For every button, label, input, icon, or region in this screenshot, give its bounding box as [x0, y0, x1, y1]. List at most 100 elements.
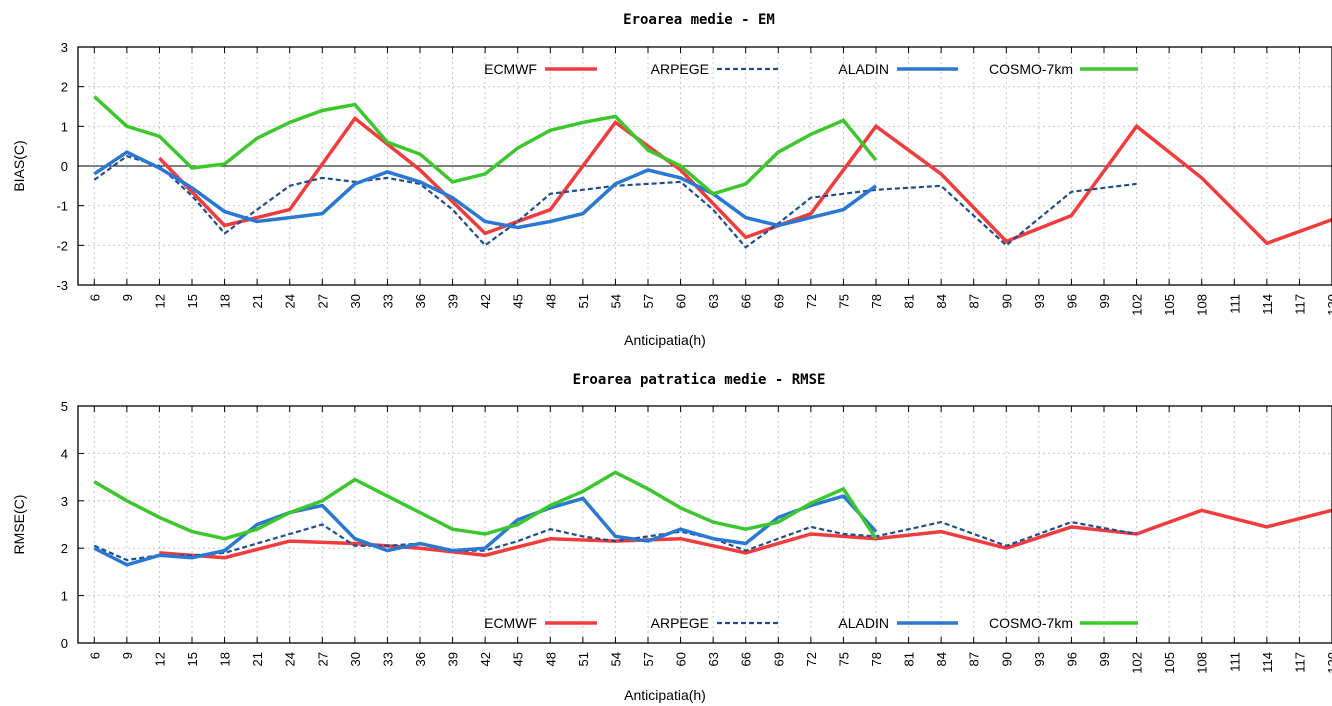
series-line-arpege [93, 520, 1137, 562]
x-tick-label: 78 [869, 652, 884, 666]
y-tick-label: -1 [56, 199, 68, 214]
y-tick-label: 0 [61, 636, 68, 651]
x-tick-label: 60 [674, 652, 689, 666]
x-tick-label: 18 [218, 652, 233, 666]
x-tick-label: 63 [706, 652, 721, 666]
x-tick-label: 42 [478, 294, 493, 308]
x-tick-label: 57 [641, 294, 656, 308]
x-tick-label: 96 [1064, 294, 1079, 308]
x-tick-label: 63 [706, 294, 721, 308]
x-tick-label: 66 [739, 652, 754, 666]
y-tick-label: 3 [61, 494, 68, 509]
series-line-ecmwf [158, 115, 1332, 246]
x-tick-label: 45 [511, 294, 526, 308]
x-tick-label: 51 [576, 652, 591, 666]
x-tick-label: 21 [250, 652, 265, 666]
x-tick-label: 78 [869, 294, 884, 308]
x-tick-label: 6 [87, 652, 102, 659]
x-tick-label: 9 [120, 652, 135, 659]
x-tick-label: 81 [902, 294, 917, 308]
x-tick-label: 39 [446, 652, 461, 666]
x-tick-label: 102 [1130, 294, 1145, 316]
x-tick-label: 54 [608, 294, 623, 308]
x-tick-label: 15 [185, 294, 200, 308]
x-tick-label: 93 [1032, 652, 1047, 666]
legend-label: ECMWF [484, 615, 537, 631]
x-tick-label: 60 [674, 294, 689, 308]
x-tick-label: 84 [934, 652, 949, 666]
x-tick-label: 108 [1195, 294, 1210, 316]
x-tick-label: 105 [1162, 294, 1177, 316]
x-tick-label: 45 [511, 652, 526, 666]
x-tick-label: 18 [218, 294, 233, 308]
x-tick-label: 57 [641, 652, 656, 666]
series-line-aladin [93, 150, 878, 230]
x-tick-label: 99 [1097, 652, 1112, 666]
x-tick-label: 48 [543, 294, 558, 308]
x-tick-label: 105 [1162, 652, 1177, 674]
legend-label: ARPEGE [651, 61, 709, 77]
x-tick-label: 36 [413, 294, 428, 308]
x-tick-label: 36 [413, 652, 428, 666]
series-line-cosmo-7km [93, 95, 878, 196]
x-tick-label: 81 [902, 652, 917, 666]
x-tick-label: 93 [1032, 294, 1047, 308]
x-tick-label: 72 [804, 294, 819, 308]
x-tick-label: 69 [771, 294, 786, 308]
x-tick-label: 111 [1227, 294, 1242, 314]
x-tick-label: 15 [185, 652, 200, 666]
x-tick-label: 90 [999, 652, 1014, 666]
y-tick-label: 1 [61, 119, 68, 134]
legend: ECMWF ARPEGE ALADIN COSMO-7km [484, 61, 1138, 77]
legend-label: ARPEGE [651, 615, 709, 631]
plot-frame [77, 405, 1332, 644]
y-tick-label: -2 [56, 238, 68, 253]
x-tick-label: 27 [315, 652, 330, 666]
y-tick-label: 2 [61, 541, 68, 556]
y-tick-label: 1 [61, 589, 68, 604]
x-tick-label: 84 [934, 294, 949, 308]
x-tick-label: 24 [283, 294, 298, 308]
x-tick-label: 117 [1292, 652, 1307, 673]
x-tick-label: 33 [380, 652, 395, 666]
x-tick-label: 75 [836, 652, 851, 666]
x-tick-label: 39 [446, 294, 461, 308]
y-tick-label: 5 [61, 399, 68, 414]
x-axis-label: Anticipatia(h) [624, 332, 706, 348]
legend: ECMWF ARPEGE ALADIN COSMO-7km [484, 615, 1138, 631]
x-tick-label: 21 [250, 294, 265, 308]
x-tick-label: 75 [836, 294, 851, 308]
x-tick-label: 120 [1325, 652, 1332, 674]
x-tick-label: 120 [1325, 294, 1332, 316]
series-group [93, 95, 1332, 249]
x-tick-label: 102 [1130, 652, 1145, 674]
y-tick-label: 3 [61, 40, 68, 55]
x-tick-label: 114 [1260, 294, 1275, 315]
x-tick-label: 48 [543, 652, 558, 666]
x-tick-label: 51 [576, 294, 591, 308]
x-tick-label: 87 [967, 652, 982, 666]
x-tick-label: 24 [283, 652, 298, 666]
x-tick-label: 99 [1097, 294, 1112, 308]
x-axis-label: Anticipatia(h) [624, 687, 706, 703]
x-tick-label: 12 [152, 294, 167, 308]
y-tick-label: 0 [61, 159, 68, 174]
x-tick-label: 90 [999, 294, 1014, 308]
x-tick-label: 54 [608, 652, 623, 666]
x-tick-label: 96 [1064, 652, 1079, 666]
y-axis-label: RMSE(C) [11, 495, 27, 555]
x-tick-label: 27 [315, 294, 330, 308]
x-tick-label: 33 [380, 294, 395, 308]
legend-label: ALADIN [838, 61, 889, 77]
x-tick-label: 9 [120, 294, 135, 301]
x-tick-label: 108 [1195, 652, 1210, 674]
y-tick-label: 2 [61, 80, 68, 95]
legend-label: COSMO-7km [989, 61, 1073, 77]
plot-frame [77, 46, 1332, 286]
series-line-aladin [93, 494, 878, 567]
x-tick-label: 6 [87, 294, 102, 301]
series-line-cosmo-7km [93, 470, 878, 541]
chart-title: Eroarea medie - EM [623, 12, 775, 28]
